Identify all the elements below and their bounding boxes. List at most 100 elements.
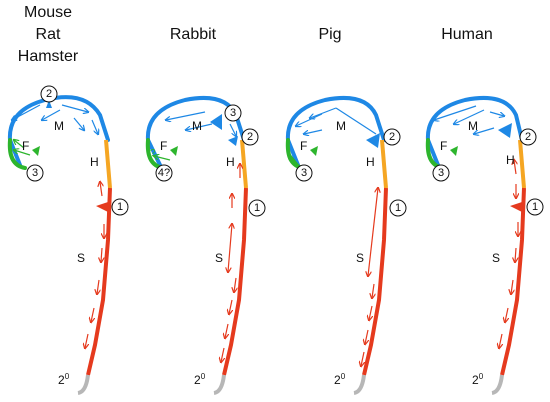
pacemaker-triangle-green — [450, 146, 458, 156]
site-marker-1: 1 — [526, 198, 544, 216]
site-marker-2: 2 — [383, 128, 401, 146]
arrow-red — [221, 347, 224, 362]
site-number: 1 — [395, 202, 401, 214]
label-secondary: 20 — [334, 372, 346, 387]
gut-heart-orange — [104, 139, 112, 189]
gut-tail-grey — [213, 374, 226, 395]
arrow-red — [372, 283, 374, 298]
label-F: F — [22, 139, 29, 153]
pacemaker-triangle-green — [310, 146, 318, 156]
label-M: M — [336, 119, 346, 133]
arrow-red — [515, 247, 516, 262]
title-pig: Pig — [318, 26, 342, 43]
arrow-blue — [310, 107, 337, 118]
site-number: 1 — [117, 201, 123, 213]
label-secondary-sup: 0 — [201, 372, 206, 381]
gut-stem-red — [222, 187, 248, 376]
pacemaker-triangle-blue — [46, 100, 52, 108]
pacemaker-triangle-blue — [228, 136, 238, 146]
panel-human: M F H S 20 2 3 1 — [425, 95, 544, 395]
label-F: F — [300, 139, 307, 153]
arrow-red — [101, 247, 102, 262]
label-secondary-num: 2 — [194, 373, 201, 387]
arrow-blue — [229, 123, 236, 136]
site-number: 3 — [32, 167, 38, 179]
arrow-blue — [42, 109, 61, 120]
site-number: 2 — [389, 131, 395, 143]
label-M: M — [192, 119, 202, 133]
gut-stem-red — [362, 187, 388, 376]
label-F: F — [440, 139, 447, 153]
label-secondary: 20 — [194, 372, 206, 387]
title-mouse-rat-hamster: Mouse Rat Hamster — [2, 2, 94, 68]
site-marker-1: 1 — [111, 198, 129, 216]
pacemaker-triangle-blue — [366, 133, 380, 148]
arrow-red — [234, 277, 236, 292]
gut-tail-grey — [77, 374, 90, 395]
title-human: Human — [441, 26, 493, 43]
panel-mouse: M F H S 20 2 3 1 — [7, 85, 129, 395]
site-marker-3: 3 — [295, 164, 313, 182]
arrow-blue — [61, 104, 88, 112]
pacemaker-triangle-blue — [210, 114, 222, 130]
gut-stem-red — [500, 187, 526, 376]
site-marker-2: 2 — [241, 128, 259, 146]
site-number: 2 — [46, 88, 52, 100]
title-rat: Rat — [35, 26, 61, 43]
site-number: 3 — [230, 107, 236, 119]
arrow-blue — [91, 119, 98, 134]
gut-stem-red — [86, 187, 112, 376]
site-marker-2: 2 — [40, 85, 58, 103]
arrow-red — [365, 329, 368, 344]
title-rabbit: Rabbit — [169, 26, 217, 43]
label-secondary-sup: 0 — [65, 372, 70, 381]
gut-heart-orange — [380, 139, 388, 189]
site-marker-2: 2 — [519, 128, 537, 146]
gut-heart-orange — [518, 139, 526, 189]
arrow-red — [369, 305, 372, 320]
pacemaker-triangle-blue — [498, 123, 512, 138]
site-number: 2 — [525, 131, 531, 143]
question-mark: ? — [150, 148, 156, 159]
arrow-blue — [474, 127, 495, 134]
arrow-red — [499, 333, 502, 348]
label-S: S — [492, 251, 500, 265]
site-marker-1: 1 — [389, 199, 407, 217]
arrow-blue — [186, 123, 213, 130]
label-M: M — [54, 119, 64, 133]
arrow-blue — [296, 113, 323, 126]
label-secondary-num: 2 — [58, 373, 65, 387]
arrow-red-long — [228, 224, 232, 272]
site-marker-3: 3 — [224, 104, 242, 122]
arrow-red — [97, 279, 99, 294]
arrow-green — [154, 156, 171, 161]
arrow-red — [514, 160, 516, 175]
pacemaker-triangle-green — [32, 146, 40, 156]
site-number: 2 — [247, 131, 253, 143]
label-H: H — [366, 155, 375, 169]
label-secondary: 20 — [58, 372, 70, 387]
label-H: H — [226, 155, 235, 169]
arrow-blue — [73, 117, 84, 130]
pacemaker-triangle-red — [510, 202, 522, 212]
label-secondary-num: 2 — [334, 373, 341, 387]
pacemaker-triangle-red — [96, 202, 108, 212]
arrow-red — [229, 299, 232, 314]
label-secondary-num: 2 — [472, 373, 479, 387]
site-marker-3: 3 — [26, 164, 44, 182]
arrow-red — [100, 182, 102, 197]
arrow-blue-path — [335, 107, 377, 135]
site-number: 3 — [438, 167, 444, 179]
arrow-blue — [454, 109, 485, 124]
title-hamster: Hamster — [17, 48, 79, 65]
panel-pig: M F H S 20 2 3 1 — [285, 95, 407, 395]
arrow-blue — [166, 111, 206, 120]
arrow-blue — [489, 111, 504, 116]
site-marker-1: 1 — [248, 199, 266, 217]
label-M: M — [468, 119, 478, 133]
arrow-green — [14, 140, 25, 149]
label-H: H — [506, 153, 515, 167]
label-secondary: 20 — [472, 372, 484, 387]
arrow-green — [14, 150, 31, 156]
label-F: F — [160, 139, 167, 153]
